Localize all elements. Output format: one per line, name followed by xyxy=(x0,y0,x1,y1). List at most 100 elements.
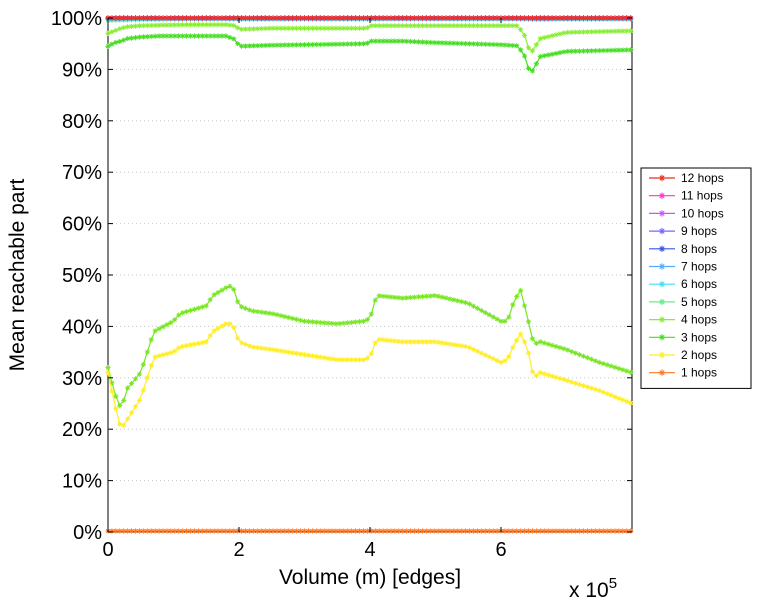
data-point xyxy=(557,50,563,56)
y-tick-label: 50% xyxy=(62,265,102,287)
data-point xyxy=(215,33,221,39)
data-point xyxy=(270,42,276,48)
data-point xyxy=(282,528,288,534)
data-point xyxy=(364,15,370,21)
data-point xyxy=(278,348,284,354)
legend-label: 5 hops xyxy=(681,295,717,309)
data-point xyxy=(180,310,186,316)
data-point xyxy=(132,15,139,21)
data-point xyxy=(301,352,308,358)
data-point xyxy=(408,528,414,534)
data-point xyxy=(290,315,296,322)
data-point xyxy=(580,353,587,359)
data-point xyxy=(384,15,390,21)
data-point xyxy=(624,368,630,374)
data-point xyxy=(466,23,473,29)
data-point xyxy=(620,367,626,373)
data-point xyxy=(148,362,154,369)
data-point xyxy=(506,15,512,21)
data-point xyxy=(278,15,284,21)
data-point xyxy=(352,15,359,21)
data-point xyxy=(254,528,260,534)
data-point xyxy=(584,15,591,21)
data-point xyxy=(207,33,213,39)
data-point xyxy=(360,318,367,324)
data-point xyxy=(600,28,606,35)
data-point xyxy=(337,15,343,21)
data-point xyxy=(219,323,225,329)
data-point xyxy=(549,342,555,348)
data-point xyxy=(616,528,622,534)
data-point xyxy=(466,528,473,534)
data-point xyxy=(415,39,422,45)
data-point xyxy=(325,15,331,21)
legend-marker xyxy=(658,192,666,199)
data-point xyxy=(624,528,630,534)
data-point xyxy=(297,42,304,48)
data-point xyxy=(577,48,583,54)
data-point xyxy=(297,351,304,357)
data-point xyxy=(199,22,205,28)
data-point xyxy=(282,25,288,31)
data-point xyxy=(262,42,268,49)
legend-item: 1 hops xyxy=(649,366,717,380)
data-point xyxy=(333,41,339,47)
y-axis-label: Mean reachable part xyxy=(6,179,29,372)
data-point xyxy=(105,364,111,371)
data-point xyxy=(180,33,186,39)
data-point xyxy=(545,34,551,40)
data-point xyxy=(423,293,429,299)
data-point xyxy=(270,311,276,317)
data-point xyxy=(187,15,194,21)
data-point xyxy=(408,15,414,21)
data-point xyxy=(341,528,347,534)
data-point xyxy=(144,34,150,40)
data-point xyxy=(376,528,382,534)
data-point xyxy=(187,22,194,28)
data-point xyxy=(620,47,626,53)
data-point xyxy=(203,22,209,28)
data-point xyxy=(541,528,547,534)
data-point xyxy=(352,528,359,534)
data-point xyxy=(451,15,457,21)
data-point xyxy=(525,528,532,534)
data-point xyxy=(121,15,127,21)
data-point xyxy=(329,528,335,534)
data-point xyxy=(113,528,119,534)
data-point xyxy=(490,528,496,534)
data-point xyxy=(125,528,131,534)
data-point xyxy=(187,528,194,534)
data-point xyxy=(128,380,135,387)
data-point xyxy=(144,15,150,21)
data-point xyxy=(482,528,488,534)
data-point xyxy=(258,528,264,534)
data-point xyxy=(400,339,406,345)
data-point xyxy=(577,15,583,21)
data-point xyxy=(368,15,374,21)
data-point xyxy=(376,336,382,343)
data-point xyxy=(404,339,410,345)
data-point xyxy=(321,528,327,534)
data-point xyxy=(274,312,280,318)
data-point xyxy=(140,361,146,368)
data-point xyxy=(529,48,536,54)
data-point xyxy=(250,344,257,350)
x-axis-label: Volume (m) [edges] xyxy=(279,566,461,589)
legend-item: 3 hops xyxy=(649,330,717,344)
data-point xyxy=(258,15,264,21)
data-point xyxy=(239,304,245,310)
legend-label: 10 hops xyxy=(681,206,724,220)
data-point xyxy=(521,53,528,59)
data-point xyxy=(341,15,347,21)
data-point xyxy=(301,528,308,534)
data-point xyxy=(573,528,579,534)
data-point xyxy=(215,15,221,21)
data-point xyxy=(565,528,571,534)
data-point xyxy=(195,340,201,346)
data-point xyxy=(199,339,205,346)
data-point xyxy=(309,42,315,48)
data-point xyxy=(286,314,292,321)
data-point xyxy=(274,528,280,534)
series-12-hops xyxy=(105,15,634,21)
data-point xyxy=(364,355,370,361)
